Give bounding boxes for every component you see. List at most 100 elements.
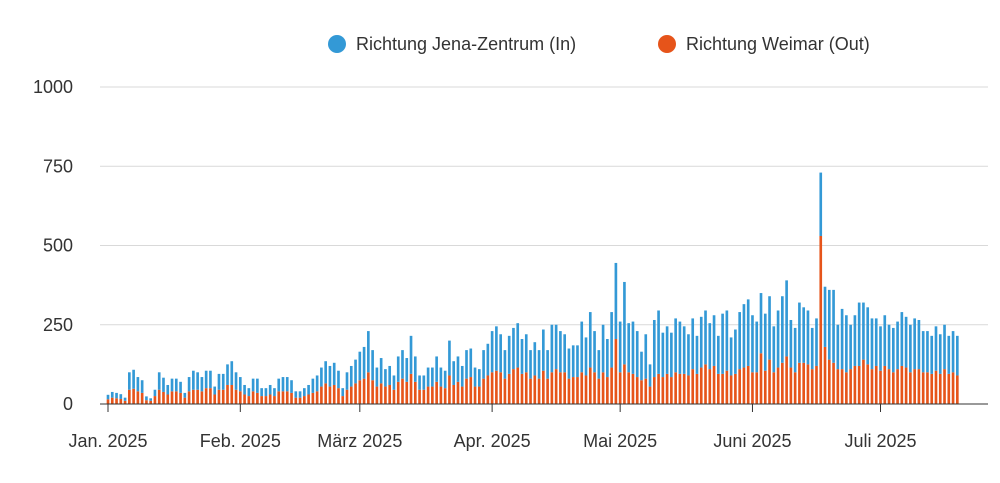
bar-in — [209, 370, 212, 389]
bar-out — [956, 375, 959, 404]
bar-out — [934, 370, 938, 404]
bar-out — [512, 369, 515, 404]
bar-in — [226, 364, 229, 385]
bar-in — [913, 318, 916, 370]
bar-out — [332, 384, 336, 404]
bar-in — [930, 335, 934, 374]
bar-out — [187, 391, 191, 404]
bar-in — [435, 356, 438, 382]
bar-in — [896, 321, 899, 370]
bar-in — [392, 375, 396, 390]
bar-out — [328, 386, 332, 404]
bar-out — [751, 372, 754, 404]
y-tick-label: 250 — [43, 315, 73, 335]
bar-in — [349, 365, 353, 387]
bar-in — [657, 310, 660, 374]
x-tick-label: März 2025 — [317, 431, 402, 451]
gridlines — [100, 86, 988, 326]
bar-out — [431, 386, 434, 404]
bar-in — [473, 367, 477, 387]
bar-in — [106, 394, 110, 400]
bar-out — [746, 365, 750, 404]
bar-in — [951, 331, 955, 373]
bar-out — [170, 391, 174, 404]
bar-in — [542, 329, 545, 371]
bar-in — [853, 315, 857, 366]
bar-in — [926, 331, 929, 373]
bar-in — [264, 388, 268, 397]
bar-in — [798, 302, 801, 363]
bar-out — [294, 397, 298, 404]
bar-in — [166, 384, 170, 395]
bar-in — [584, 337, 588, 376]
bar-out — [870, 369, 874, 404]
bar-in — [704, 310, 707, 365]
bar-out — [921, 372, 925, 404]
bar-in — [405, 358, 409, 382]
bar-out — [580, 372, 584, 404]
bar-out — [524, 372, 528, 404]
bar-in — [729, 337, 733, 376]
bar-in — [934, 326, 938, 371]
bar-out — [789, 367, 793, 404]
bar-in — [956, 335, 959, 376]
bar-out — [311, 392, 315, 404]
bar-out — [392, 389, 396, 404]
bar-out — [375, 386, 379, 404]
bar-in — [268, 384, 272, 395]
bar-out — [460, 386, 464, 404]
bar-out — [827, 359, 831, 404]
bar-in — [110, 391, 114, 398]
bar-out — [896, 369, 899, 404]
bar-out — [503, 378, 507, 404]
bar-in — [845, 315, 848, 373]
x-tick-label: Juli 2025 — [844, 431, 916, 451]
bar-in — [533, 342, 537, 376]
bar-in — [815, 318, 818, 366]
bar-out — [742, 367, 746, 404]
bar-out — [477, 386, 481, 404]
legend-item-in[interactable]: Richtung Jena-Zentrum (In) — [328, 34, 576, 54]
bar-in — [418, 375, 421, 390]
bar-out — [597, 378, 601, 404]
bar-out — [128, 389, 131, 404]
bar-out — [251, 391, 255, 404]
bar-out — [358, 380, 362, 404]
bar-in — [648, 364, 652, 387]
bar-out — [443, 388, 447, 404]
bar-out — [422, 389, 426, 404]
bar-out — [260, 396, 263, 404]
bar-in — [751, 315, 754, 373]
bar-out — [640, 380, 643, 404]
legend-item-out[interactable]: Richtung Weimar (Out) — [658, 34, 870, 54]
bar-out — [576, 377, 579, 404]
bar-out — [913, 369, 916, 404]
bar-in — [738, 312, 741, 370]
bar-in — [243, 384, 246, 395]
bar-out — [571, 377, 575, 404]
bar-out — [648, 386, 652, 404]
bar-out — [674, 372, 677, 404]
bar-in — [324, 361, 327, 384]
bar-out — [798, 362, 801, 404]
bar-out — [162, 391, 165, 404]
bar-out — [384, 386, 387, 404]
bar-in — [132, 369, 135, 389]
x-tick-label: Feb. 2025 — [200, 431, 281, 451]
bar-out — [166, 394, 170, 404]
bar-in — [597, 350, 601, 379]
bar-out — [857, 365, 861, 404]
bar-out — [179, 392, 182, 404]
bar-in — [294, 391, 298, 398]
bar-out — [320, 386, 323, 404]
bar-out — [542, 370, 545, 404]
bar-out — [537, 378, 541, 404]
bar-out — [943, 369, 946, 404]
bar-in — [490, 331, 494, 373]
bar-out — [631, 373, 635, 404]
bar-in — [665, 326, 669, 374]
bar-out — [529, 378, 532, 404]
bar-out — [806, 364, 810, 404]
bar-out — [192, 389, 195, 404]
bar-in — [717, 335, 720, 374]
